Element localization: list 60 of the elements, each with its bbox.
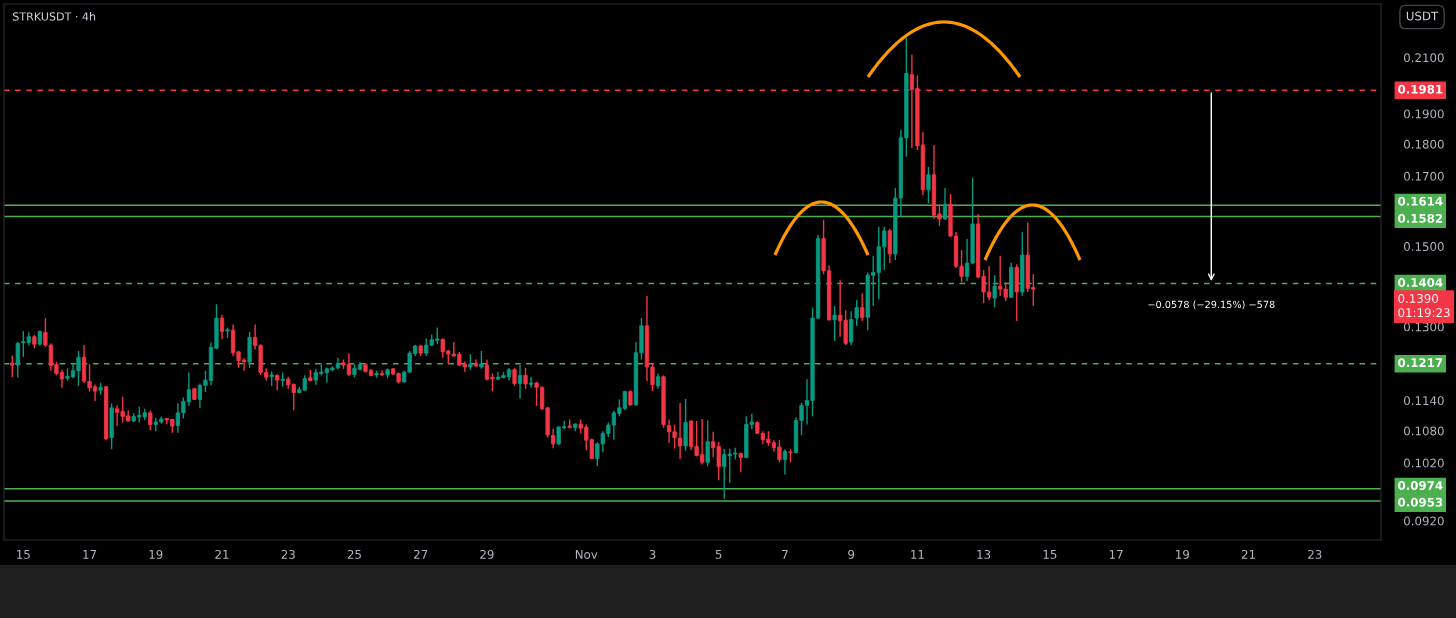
x-tick-label: 19 [149, 549, 163, 559]
candlestick [854, 299, 859, 327]
y-tick-label: 0.1500 [1404, 242, 1444, 252]
x-tick-label: 29 [480, 549, 494, 559]
y-tick-label: 0.1700 [1404, 171, 1444, 181]
x-tick-label: 15 [17, 550, 30, 559]
candlestick [926, 166, 931, 204]
ref-line-label: 0.1981 [1398, 84, 1443, 94]
candlestick [523, 367, 528, 390]
text: STRKUSDT · 4h [12, 12, 96, 21]
candlestick [705, 419, 710, 467]
x-tick-label: 21 [1241, 549, 1255, 559]
y-tick-label: 0.1140 [1404, 396, 1444, 406]
y-tick-label: 0.2100 [1404, 53, 1444, 63]
y-axis-title: USDT [1406, 11, 1439, 21]
x-tick-label: 23 [1308, 549, 1322, 559]
candlestick [528, 376, 534, 389]
x-tick-label: 25 [347, 549, 361, 559]
candlestick [887, 228, 892, 264]
ref-line-label: 0.0953 [1398, 497, 1443, 507]
candlestick [860, 292, 865, 322]
y-tick-label: 0.1800 [1404, 139, 1444, 149]
y-tick-label: 0.1080 [1404, 426, 1444, 436]
text: 0.1390 01:19:23 [1398, 294, 1450, 318]
x-tick-label: 11 [911, 550, 924, 559]
candlestick [10, 354, 15, 378]
ref-line-label: 0.1614 [1398, 196, 1443, 206]
x-tick-label: Nov [575, 550, 598, 559]
x-tick-label: 19 [1176, 549, 1189, 559]
ref-line-label: 0.1582 [1398, 213, 1443, 223]
ref-line-label: 0.0974 [1398, 480, 1443, 490]
x-tick-label: 27 [414, 549, 428, 559]
candlestick [942, 187, 948, 221]
candlestick [992, 274, 997, 308]
candlestick [275, 373, 280, 391]
candlestick [219, 314, 225, 341]
x-tick-label: 17 [83, 550, 97, 559]
candlestick [517, 364, 523, 400]
candlestick [738, 451, 743, 473]
x-tick-label: 15 [1043, 550, 1057, 559]
y-tick-label: 0.1300 [1404, 322, 1444, 332]
candlestick [832, 305, 837, 342]
x-tick-label: 3 [649, 549, 656, 559]
candlestick [849, 310, 854, 346]
y-tick-label: 0.1900 [1404, 109, 1444, 119]
ref-line-label: 0.1404 [1398, 277, 1443, 287]
annotation: −0.0578 (−29.15%) −578 [1148, 300, 1275, 310]
x-tick-label: 9 [848, 549, 855, 559]
x-tick-label: 13 [977, 549, 991, 559]
y-tick-label: 0.1020 [1404, 458, 1444, 468]
candlestick [683, 398, 688, 452]
x-tick-label: 7 [782, 550, 788, 559]
ref-line-label: 0.1217 [1398, 358, 1443, 368]
y-tick-label: 0.0920 [1404, 516, 1444, 526]
x-tick-label: 17 [1109, 550, 1123, 559]
x-tick-label: 5 [715, 550, 722, 559]
x-tick-label: 21 [215, 549, 229, 559]
x-tick-label: 23 [281, 549, 295, 559]
candlestick [782, 448, 788, 476]
candlestick [148, 410, 153, 431]
